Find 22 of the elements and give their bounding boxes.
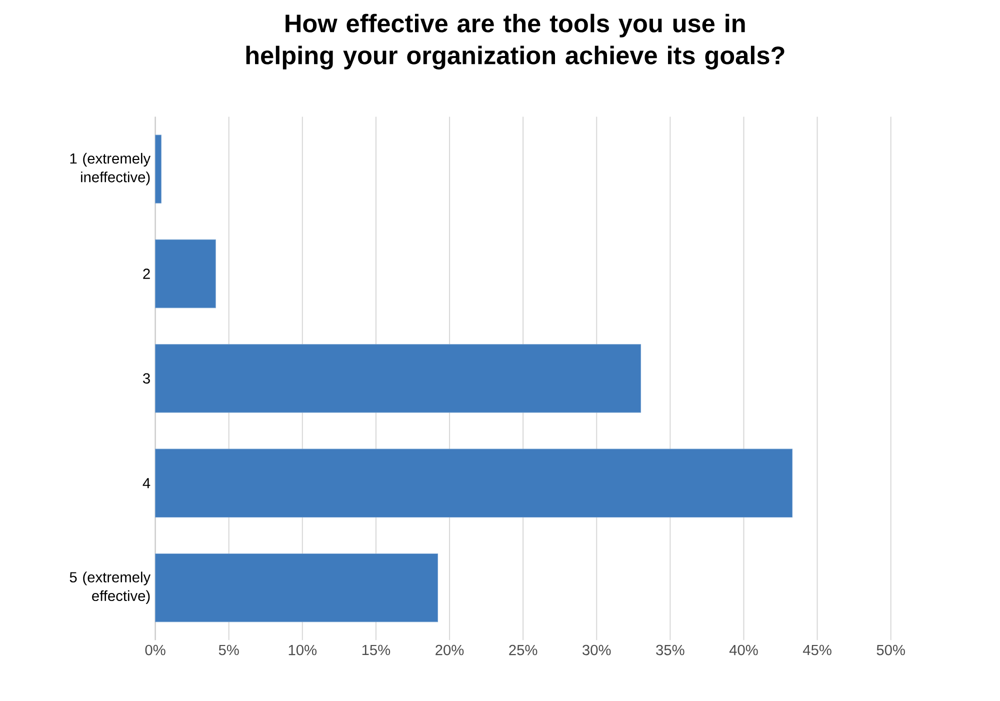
bar [155,554,438,622]
x-tick-label: 35% [656,644,684,656]
x-tick-label: 25% [509,644,538,656]
x-tick-label: 40% [729,644,758,656]
x-tick-label: 10% [288,644,317,656]
y-tick-label: 1 (extremely ineffective) [70,153,151,186]
y-tick-label: 2 [143,268,150,279]
x-tick-label: 5% [218,644,239,656]
x-tick-label: 20% [436,644,464,656]
x-tick-label: 50% [876,644,905,656]
x-tick-label: 0% [145,644,166,656]
chart-title: How effective are the tools you use in helping your organization achieve its goals? [246,14,784,70]
x-tick-label: 45% [802,644,832,656]
bar [155,448,793,518]
bar [155,240,216,308]
x-tick-label: 30% [582,644,611,656]
bar [155,134,162,204]
x-tick-label: 15% [362,644,390,656]
y-tick-label: 3 [143,373,150,384]
y-tick-label: 4 [142,478,150,488]
y-tick-label: 5 (extremely effective) [70,572,151,604]
bar [155,344,642,413]
